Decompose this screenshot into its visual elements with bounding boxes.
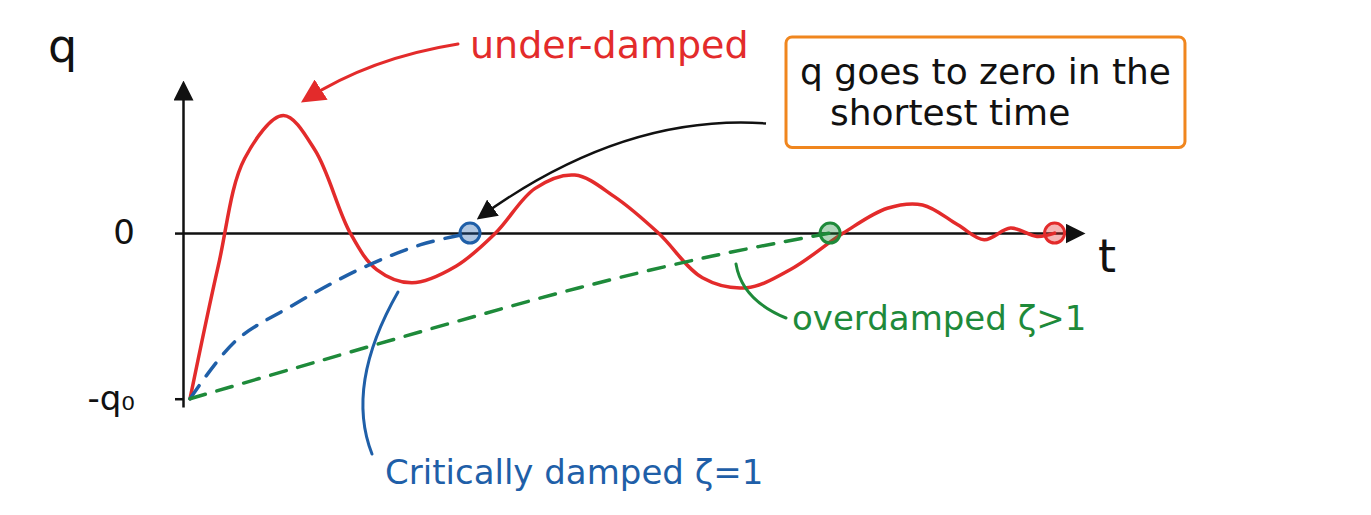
y-tick: -q₀ [88,378,183,418]
plot-area [190,115,1065,398]
x-axis-line [184,232,1082,235]
leader-line [736,264,786,318]
series-marker [460,223,480,243]
annotation-text: q goes to zero in theshortest time [800,51,1171,133]
y-tick: 0 [113,212,183,252]
annotation-arrow [480,123,766,218]
series-marker [1045,223,1065,243]
series-label: Critically damped ζ=1 [385,452,763,492]
series-line [190,115,1055,398]
leader-line [363,292,398,454]
x-axis [184,233,1082,234]
x-axis-title: t [1098,229,1116,283]
series-labels: under-damped Critically damped ζ=1 overdam… [305,23,1086,492]
leader-line [305,44,458,100]
annotation-line: q goes to zero in the [800,51,1171,92]
series-line [190,233,470,399]
y-tick-mark [175,232,183,235]
y-tick-label: 0 [113,212,135,252]
annotations: q goes to zero in theshortest time [480,37,1185,217]
annotation-box [786,37,1185,147]
y-axis: 0 -q₀ [88,85,184,419]
series-label: overdamped ζ>1 [792,298,1086,338]
series-marker [820,223,840,243]
y-tick-mark [175,398,183,401]
y-axis-title: q [48,19,77,73]
series-line [190,233,830,399]
y-axis-line [182,85,185,408]
chart: 0 -q₀ q t under-damped Critically damped ζ=1 o… [0,0,1371,515]
annotation-line: shortest time [830,92,1070,133]
y-tick-label: -q₀ [88,378,135,418]
series-label: under-damped [470,23,749,67]
